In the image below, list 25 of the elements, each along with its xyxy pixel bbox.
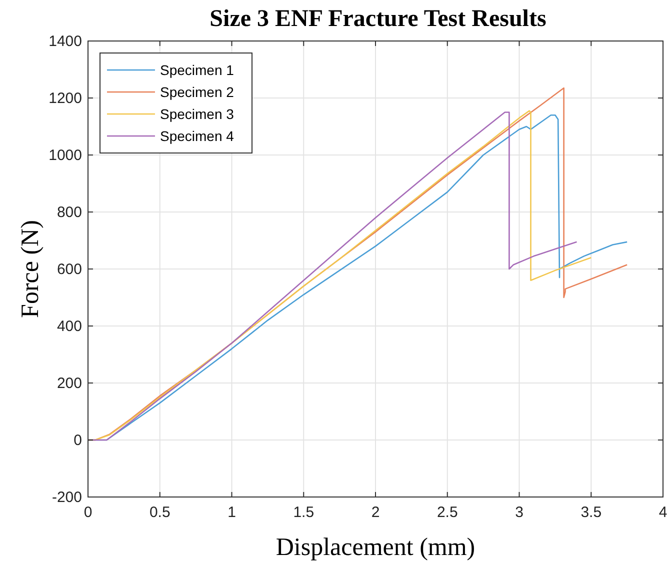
- x-tick-label: 1.5: [293, 504, 314, 521]
- x-tick-label: 1: [228, 504, 236, 521]
- y-tick-label: 1200: [48, 90, 82, 107]
- y-axis-title: Force (N): [17, 220, 44, 318]
- y-tick-label: 400: [56, 318, 82, 335]
- legend-label: Specimen 2: [160, 84, 234, 100]
- legend-label: Specimen 1: [160, 62, 234, 78]
- x-tick-label: 2.5: [436, 504, 458, 521]
- x-tick-label: 0.5: [149, 504, 170, 521]
- chart-title: Size 3 ENF Fracture Test Results: [210, 6, 546, 32]
- legend-label: Specimen 4: [160, 128, 234, 144]
- y-tick-label: 800: [56, 204, 82, 221]
- y-tick-label: 600: [56, 261, 82, 278]
- x-tick-label: 3.5: [580, 504, 602, 521]
- x-tick-label: 0: [84, 504, 92, 521]
- y-tick-label: 1000: [48, 147, 82, 164]
- x-tick-label: 3: [515, 504, 524, 521]
- y-tick-label: 1400: [48, 33, 82, 50]
- x-axis-title: Displacement (mm): [276, 534, 476, 561]
- y-tick-label: -200: [52, 489, 82, 506]
- y-tick-label: 0: [74, 432, 82, 449]
- y-tick-label: 200: [56, 375, 82, 392]
- x-tick-label: 4: [658, 504, 668, 521]
- x-tick-label: 2: [371, 504, 380, 521]
- legend-label: Specimen 3: [160, 106, 234, 122]
